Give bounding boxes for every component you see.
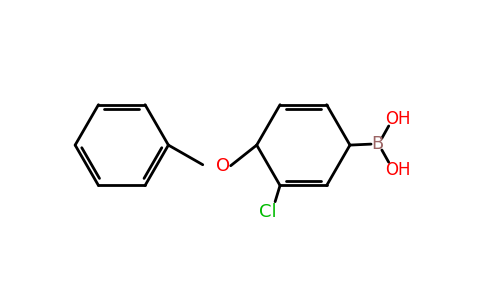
Text: B: B [371,135,383,153]
Text: O: O [216,157,230,175]
Text: OH: OH [385,110,410,128]
Text: OH: OH [385,160,410,178]
Text: Cl: Cl [259,203,276,221]
